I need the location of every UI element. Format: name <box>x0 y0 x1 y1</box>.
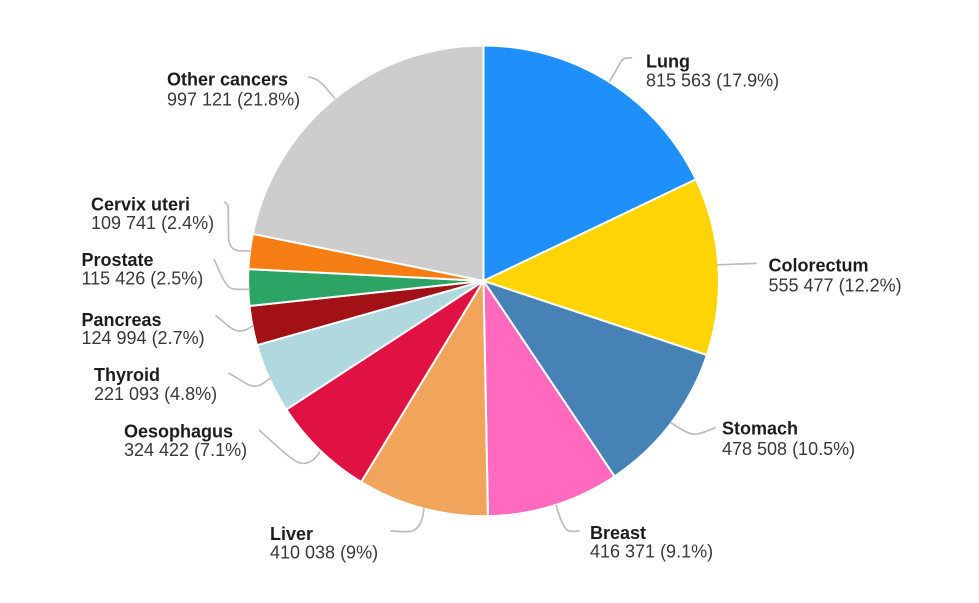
svg-text:Thyroid: Thyroid <box>94 365 160 385</box>
svg-text:Colorectum: Colorectum <box>769 255 869 275</box>
svg-text:115 426 (2.5%): 115 426 (2.5%) <box>82 269 204 289</box>
svg-text:Cervix uteri: Cervix uteri <box>91 194 190 214</box>
svg-text:Lung: Lung <box>646 52 690 72</box>
svg-text:Prostate: Prostate <box>82 250 154 270</box>
svg-text:124 994 (2.7%): 124 994 (2.7%) <box>82 328 205 348</box>
svg-text:109 741 (2.4%): 109 741 (2.4%) <box>91 213 214 233</box>
svg-text:Liver: Liver <box>270 524 313 544</box>
svg-text:221 093 (4.8%): 221 093 (4.8%) <box>94 384 217 404</box>
svg-text:324 422 (7.1%): 324 422 (7.1%) <box>124 440 247 460</box>
svg-text:815 563 (17.9%): 815 563 (17.9%) <box>646 70 779 90</box>
svg-text:Pancreas: Pancreas <box>82 310 162 330</box>
svg-text:Oesophagus: Oesophagus <box>124 422 233 442</box>
svg-text:997 121 (21.8%): 997 121 (21.8%) <box>167 90 300 110</box>
svg-text:410 038 (9%): 410 038 (9%) <box>270 543 378 563</box>
svg-text:Breast: Breast <box>590 523 646 543</box>
svg-text:555 477 (12.2%): 555 477 (12.2%) <box>769 276 902 296</box>
svg-text:478 508 (10.5%): 478 508 (10.5%) <box>722 439 855 459</box>
svg-text:416 371 (9.1%): 416 371 (9.1%) <box>590 542 713 562</box>
svg-text:Other cancers: Other cancers <box>167 69 288 89</box>
svg-text:Stomach: Stomach <box>722 419 798 439</box>
